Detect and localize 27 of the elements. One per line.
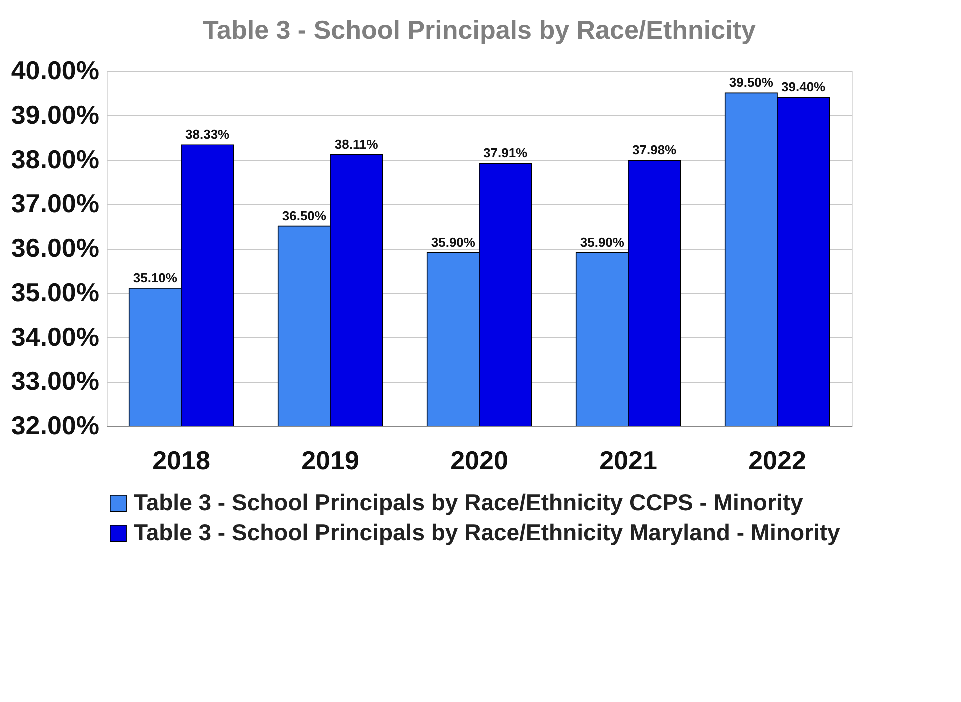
data-label: 37.98%: [632, 142, 678, 158]
x-tick-label: 2022: [748, 446, 806, 476]
data-label: 35.90%: [580, 234, 625, 250]
legend-label: Table 3 - School Principals by Race/Ethnicity CCPS - Minority: [134, 490, 804, 516]
data-label: 36.50%: [282, 208, 327, 224]
y-tick-label: 34.00%: [11, 322, 100, 352]
data-label: 38.33%: [186, 127, 230, 142]
y-tick-label: 40.00%: [11, 56, 100, 86]
data-label: 39.50%: [729, 75, 774, 90]
data-label: 35.90%: [431, 234, 476, 250]
data-label: 39.40%: [782, 80, 826, 95]
data-label: 37.91%: [484, 146, 528, 161]
y-tick-label: 36.00%: [11, 233, 100, 263]
y-tick-label: 33.00%: [11, 366, 100, 396]
x-tick-label: 2021: [600, 446, 658, 476]
legend-label: Table 3 - School Principals by Race/Ethnicity Maryland - Minority: [134, 520, 841, 546]
x-tick-label: 2020: [450, 446, 508, 476]
x-tick-label: 2019: [302, 446, 360, 476]
y-tick-label: 35.00%: [11, 277, 100, 308]
y-tick-label: 32.00%: [11, 410, 100, 440]
x-tick-label: 2018: [152, 446, 210, 476]
y-tick-label: 39.00%: [11, 100, 100, 130]
y-tick-label: 37.00%: [11, 188, 100, 219]
y-tick-label: 38.00%: [11, 144, 100, 174]
data-label: 38.11%: [334, 136, 379, 152]
chart-title: Table 3 - School Principals by Race/Ethnicity: [203, 15, 756, 45]
data-label: 35.10%: [133, 270, 178, 286]
